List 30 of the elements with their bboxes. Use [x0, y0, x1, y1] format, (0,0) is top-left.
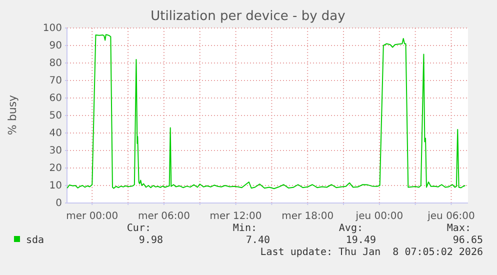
- y-tick-label: 70: [49, 76, 62, 87]
- x-tick-label: mer 00:00: [66, 211, 118, 222]
- text: 96.65: [452, 235, 483, 246]
- text: 9.98: [138, 235, 163, 246]
- y-tick-label: 100: [42, 23, 62, 34]
- text: 19.49: [346, 235, 376, 246]
- text: Min:: [232, 223, 257, 234]
- y-tick-label: 90: [49, 40, 62, 52]
- y-tick-label: 0: [56, 198, 62, 210]
- y-tick-label: 20: [49, 163, 62, 174]
- y-tick-label: 10: [49, 180, 62, 192]
- text: Max:: [446, 223, 471, 234]
- text: Last update: Thu Jan 8 07:05:02 2026: [260, 247, 483, 258]
- x-tick-label: mer 12:00: [210, 211, 262, 222]
- y-axis-title: % busy: [6, 94, 19, 136]
- y-tick-label: 50: [49, 110, 62, 122]
- y-tick-label: 40: [49, 128, 62, 140]
- x-tick-label: mer 18:00: [282, 211, 334, 222]
- text: Cur:: [126, 223, 151, 234]
- line-series: [66, 34, 466, 190]
- x-tick-label: mer 06:00: [138, 211, 190, 222]
- legend-label: sda: [26, 235, 44, 246]
- y-tick-label: 30: [49, 146, 62, 157]
- y-tick-label: 60: [49, 93, 62, 104]
- y-tick-label: 80: [49, 58, 62, 70]
- text: 7.40: [246, 235, 270, 246]
- chart-title: Utilization per device - by day: [150, 9, 346, 24]
- text: Avg:: [338, 223, 363, 234]
- x-tick-label: jeu 06:00: [426, 211, 475, 222]
- x-tick-label: jeu 00:00: [354, 211, 404, 222]
